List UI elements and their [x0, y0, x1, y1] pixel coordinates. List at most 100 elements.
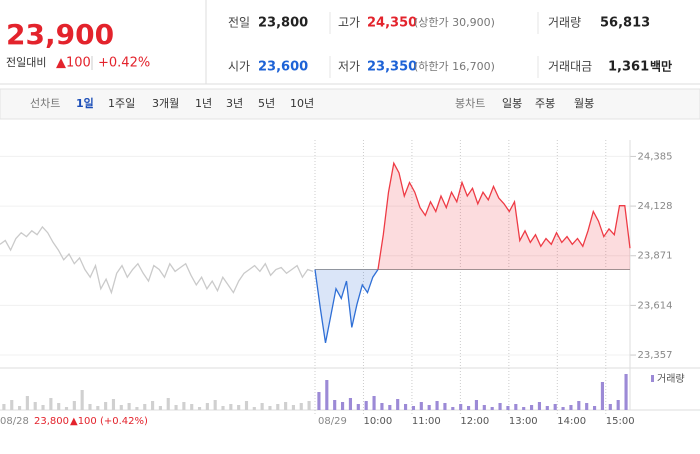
tabs: 선차트 봉차트 1일 1주일 3개월 1년 3년 5년 10년 일봉 주봉 월봉	[30, 96, 594, 110]
series-label: 08/29	[318, 416, 347, 427]
volume-bar	[2, 404, 6, 410]
volume-bar	[299, 403, 303, 410]
candle-tab[interactable]: 일봉	[502, 96, 522, 110]
volume-bar	[276, 404, 280, 410]
volume-bar	[380, 403, 384, 410]
volume-bar	[411, 406, 416, 410]
price-line	[314, 161, 631, 344]
volume-bar	[600, 382, 605, 410]
volume-bar	[80, 390, 84, 410]
price-area	[315, 163, 630, 343]
volume-bar	[624, 374, 628, 410]
y-tick-label: 23,871	[638, 251, 673, 262]
volume-bar	[348, 398, 353, 410]
volume-bar	[33, 402, 37, 410]
range-tab[interactable]: 1일	[76, 96, 94, 110]
range-tab[interactable]: 1년	[195, 97, 212, 110]
volume-bar	[482, 405, 486, 410]
volume-bar	[229, 404, 233, 410]
volume-bar	[291, 405, 296, 410]
stat-value: 56,813	[600, 16, 650, 31]
volume-bar	[252, 407, 256, 410]
volume-bar	[545, 406, 549, 410]
change-label: 전일대비	[6, 55, 46, 69]
tab-group-label: 선차트	[30, 97, 60, 110]
stat-label: 거래대금	[548, 60, 592, 74]
volume-bar	[608, 404, 612, 410]
volume-bar	[88, 404, 92, 410]
volume-bar	[435, 401, 439, 410]
range-tab[interactable]: 1주일	[108, 96, 135, 110]
volume-bar	[41, 405, 45, 410]
volume-bar	[182, 402, 186, 410]
y-tick-label: 23,357	[638, 350, 673, 361]
volume-bar	[174, 405, 178, 410]
volume-bar	[25, 396, 29, 410]
x-tick-label: 15:00	[606, 416, 635, 427]
change-pct: +0.42%	[98, 56, 150, 71]
change: ▲100	[56, 56, 91, 71]
range-tab[interactable]: 3년	[226, 97, 243, 110]
header: 23,900 전일대비 ▲100 +0.42% 전일 23,800 고가 24,…	[0, 0, 700, 85]
volume-bar	[592, 406, 597, 410]
volume-bar	[333, 400, 337, 410]
volume-bar	[474, 400, 479, 410]
volume-bar	[443, 403, 447, 410]
x-tick-label: 12:00	[460, 416, 489, 427]
tab-bar	[0, 88, 700, 120]
volume-bar	[166, 398, 170, 410]
chart: 24,385 24,128 23,871 23,614 23,357 10:00 11:00…	[0, 140, 700, 427]
stat-unit: 백만	[650, 59, 672, 74]
volume-bar	[190, 404, 194, 410]
y-tick-label: 24,128	[638, 201, 673, 212]
volume-bar	[57, 403, 61, 410]
volume-bar	[419, 402, 423, 410]
volume-bar	[49, 398, 53, 410]
volume-bar	[459, 404, 463, 410]
volume-bar	[307, 401, 311, 410]
y-tick-label: 23,614	[638, 300, 673, 311]
volume-bar	[151, 401, 155, 410]
volume-bar	[529, 405, 534, 410]
range-tab[interactable]: 5년	[258, 97, 275, 110]
legend-swatch	[651, 375, 654, 382]
tab-group-label: 봉차트	[455, 97, 485, 110]
price-line	[0, 225, 314, 295]
volume-bar	[577, 401, 581, 410]
volume-bar	[127, 403, 131, 410]
volume-bar	[364, 401, 368, 410]
legend-label: 거래량	[657, 373, 685, 385]
current-price: 23,900	[6, 18, 114, 51]
candle-tab[interactable]: 주봉	[535, 97, 555, 110]
reference-change: ▲100 (+0.42%)	[70, 416, 148, 427]
volume-bar	[96, 406, 100, 410]
range-tab[interactable]: 3개월	[152, 97, 179, 110]
volume-bar	[237, 405, 241, 410]
volume-bar	[569, 405, 573, 410]
volume-bar	[340, 402, 345, 410]
stat-value: 23,350	[367, 60, 417, 75]
volume-bar	[585, 403, 589, 410]
candle-tab[interactable]: 월봉	[574, 97, 594, 110]
volume-bar	[119, 405, 123, 410]
stat-value: 24,350	[367, 16, 417, 31]
volume-bar	[498, 403, 502, 410]
volume-bar	[506, 406, 510, 410]
volume-bar	[616, 400, 620, 410]
volume-bar	[427, 405, 431, 410]
volume-bar	[490, 407, 494, 410]
x-tick-label: 10:00	[363, 416, 392, 427]
volume-bar	[205, 403, 209, 410]
x-tick-label: 14:00	[557, 416, 586, 427]
stat-note: (상한가 30,900)	[414, 16, 495, 29]
volume-bar	[244, 401, 249, 410]
volume-bar	[317, 392, 321, 410]
stat-label: 고가	[338, 16, 360, 30]
volume-bar	[561, 407, 565, 410]
volume-bar	[553, 404, 557, 410]
volume-bar	[143, 404, 147, 410]
stat-label: 저가	[338, 60, 360, 74]
volume-bar	[64, 407, 69, 410]
volume-bar	[72, 401, 76, 410]
range-tab[interactable]: 10년	[290, 97, 314, 110]
